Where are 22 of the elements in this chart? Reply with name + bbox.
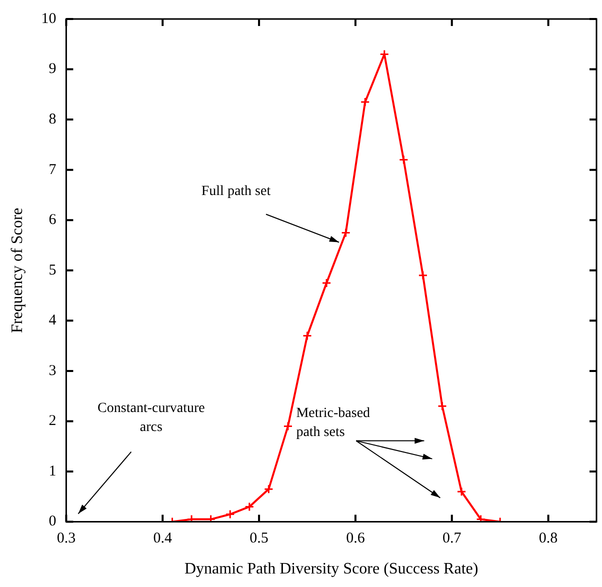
y-tick-label: 3 (48, 362, 56, 379)
annotation: Metric-based path sets (296, 406, 370, 440)
x-tick-label: 0.4 (153, 530, 172, 547)
y-tick-label: 6 (48, 212, 57, 228)
y-tick-label: 2 (48, 413, 56, 430)
x-tick-label: 0.3 (56, 530, 76, 547)
y-tick-label: 0 (48, 514, 56, 530)
y-tick-label: 5 (48, 262, 56, 278)
y-tick-label: 8 (48, 111, 56, 128)
y-tick-label: 7 (48, 162, 57, 178)
annotation: Full path set (201, 184, 271, 200)
y-tick-label: 1 (48, 463, 56, 480)
x-tick-label: 0.6 (346, 530, 366, 547)
x-tick-label: 0.8 (538, 530, 558, 547)
x-axis-title: Dynamic Path Diversity Score (Success Rate) (184, 560, 478, 578)
y-tick-label: 9 (48, 61, 56, 78)
y-tick-label: 4 (48, 312, 57, 329)
x-tick-label: 0.5 (250, 530, 268, 547)
annotation: Constant-curvature arcs (98, 400, 205, 435)
y-axis-title: Frequency of Score (8, 208, 26, 334)
x-tick-label: 0.7 (442, 530, 462, 547)
y-tick-label: 10 (41, 10, 56, 27)
